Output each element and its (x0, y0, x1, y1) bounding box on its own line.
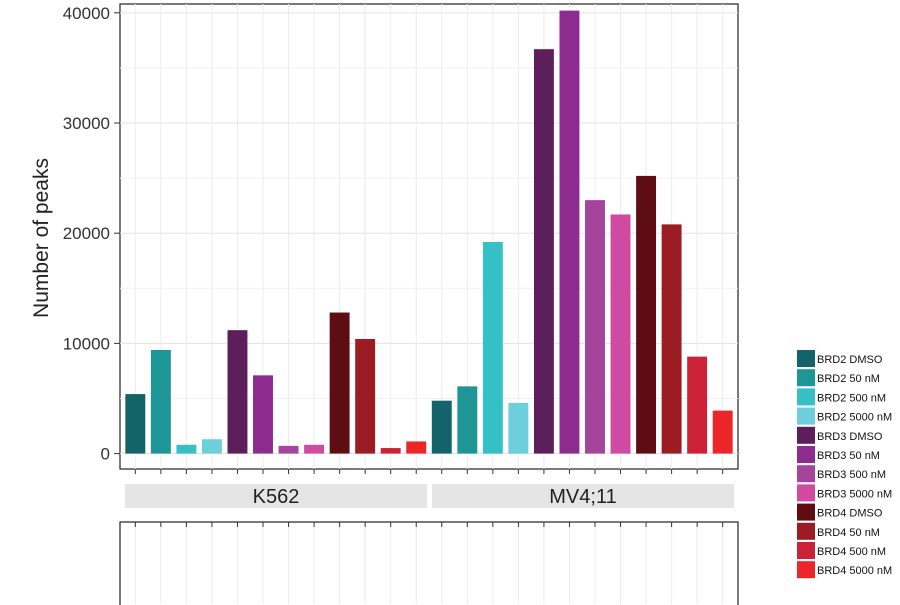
bar (176, 444, 197, 454)
bar (431, 400, 452, 454)
bar (661, 224, 682, 454)
legend-label: BRD4 DMSO (817, 508, 883, 520)
bar (406, 441, 427, 454)
legend-swatch (797, 522, 815, 540)
facet-strips: K562 MV4;11 (125, 484, 734, 508)
lower-panel-grid (134, 523, 724, 604)
legend-swatch (797, 561, 815, 579)
facet-strip (432, 484, 734, 508)
bar (687, 356, 708, 454)
legend-swatch (797, 446, 815, 463)
bar (380, 448, 401, 454)
bar (636, 175, 657, 454)
legend-label: BRD2 DMSO (817, 354, 883, 366)
legend-swatch (797, 465, 815, 483)
bar (201, 439, 222, 454)
legend-label: BRD4 5000 nM (817, 565, 892, 577)
legend-label: BRD2 500 nM (817, 392, 886, 404)
legend: BRD2 DMSO BRD2 50 nM BRD2 500 nM BRD2 5000 … (797, 350, 892, 579)
y-tick-label: 10000 (63, 334, 110, 353)
y-axis-title: Number of peaks (30, 158, 53, 318)
bar (508, 402, 529, 454)
legend-swatch (797, 369, 815, 387)
bar (253, 375, 273, 454)
bar (610, 214, 631, 454)
y-tick-label: 30000 (63, 114, 110, 133)
bar (712, 410, 733, 454)
legend-label: BRD2 5000 nM (817, 412, 892, 424)
legend-swatch (797, 407, 815, 425)
y-axis: 0 10000 20000 30000 40000 (63, 4, 724, 527)
legend-swatch (797, 350, 815, 367)
legend-label: BRD4 500 nM (817, 546, 886, 558)
lower-panel (119, 521, 739, 605)
bar (125, 394, 146, 454)
bar (227, 330, 248, 454)
legend-label: BRD3 DMSO (817, 431, 883, 443)
legend-swatch (797, 388, 815, 406)
legend-label: BRD4 50 nM (817, 527, 880, 539)
bar (278, 445, 299, 454)
legend-swatch (797, 426, 815, 444)
bar (304, 444, 325, 454)
bar (457, 386, 478, 454)
facet-strip (125, 484, 427, 508)
legend-swatch (797, 503, 815, 521)
legend-label: BRD2 50 nM (817, 373, 880, 385)
bar (355, 338, 376, 454)
legend-label: BRD3 5000 nM (817, 488, 892, 500)
y-tick-label: 40000 (63, 4, 110, 23)
y-tick-label: 20000 (63, 224, 110, 243)
bar (150, 349, 171, 454)
main-panel (119, 3, 739, 470)
facet-label: K562 (253, 486, 300, 508)
y-tick-label: 0 (101, 445, 110, 464)
bar (585, 200, 605, 454)
facet-label: MV4;11 (549, 486, 616, 508)
bars (125, 10, 733, 454)
bar (329, 312, 350, 454)
bar (482, 242, 503, 454)
legend-label: BRD3 50 nM (817, 450, 880, 462)
legend-label: BRD3 500 nM (817, 469, 886, 481)
legend-swatch (797, 484, 815, 502)
bar (533, 49, 554, 454)
bar (559, 10, 580, 454)
legend-swatch (797, 542, 815, 559)
